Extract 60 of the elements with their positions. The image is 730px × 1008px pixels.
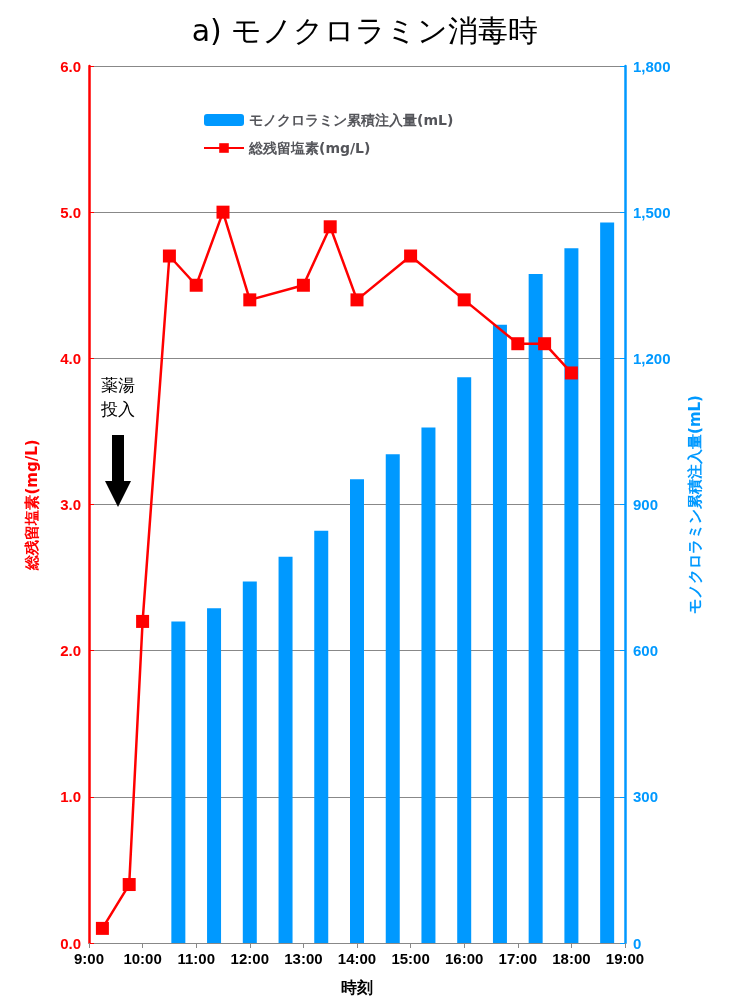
point [162,249,176,263]
x-tick-label: 13:00 [284,950,323,967]
y-tick-label: 0.0 [60,934,81,952]
bar [278,556,293,943]
point [243,293,257,307]
point [323,220,337,234]
y2-tick-label: 1,200 [633,349,671,367]
bar [564,248,579,943]
annotation: 薬湯投入 [100,373,137,421]
y2-tick-label: 0 [633,934,642,952]
point [189,278,203,292]
point [511,337,525,351]
y2-axis-title: モノクロラミン累積注入量(mL) [685,395,704,614]
y2-tick-label: 1,800 [633,57,671,75]
bar [350,479,364,943]
point [457,293,471,307]
point [564,366,578,380]
y-tick-label: 5.0 [60,203,81,221]
bar [242,581,257,943]
x-tick-label: 19:00 [605,950,645,967]
bar [314,530,329,943]
y-tick-label: 1.0 [60,788,81,806]
x-tick-label: 10:00 [123,950,162,967]
x-tick-label: 14:00 [337,950,377,967]
x-tick-label: 16:00 [445,950,484,967]
bar [457,377,472,943]
x-tick-label: 9:00 [73,950,105,967]
point [136,614,150,628]
y2-tick-label: 300 [633,788,659,806]
bar [207,608,222,943]
point [122,878,136,892]
y-tick-label: 6.0 [60,57,81,75]
legend-label: 総残留塩素(mg/L) [248,140,371,156]
point [95,921,109,935]
point [538,337,552,351]
chart-title: a) モノクロラミン消毒時 [191,12,539,48]
point [350,293,364,307]
y-tick-label: 2.0 [60,642,81,660]
y2-tick-label: 900 [633,496,659,513]
bar [421,427,436,943]
y-tick-label: 4.0 [60,349,81,367]
y2-tick-label: 600 [633,642,659,660]
bar [600,222,615,943]
point [296,278,310,292]
y2-tick-label: 1,500 [633,203,671,221]
x-tick-label: 11:00 [177,950,215,967]
x-tick-label: 12:00 [230,950,269,967]
bar [528,274,543,943]
x-axis-title: 時刻 [341,977,373,997]
bar [171,621,186,943]
y-axis-title: 総残留塩素(mg/L) [22,439,41,571]
bar [492,324,507,943]
x-tick-label: 18:00 [552,950,591,967]
point [404,249,418,263]
bar [385,454,400,943]
x-tick-label: 15:00 [391,950,430,967]
point [216,205,230,219]
x-tick-label: 17:00 [498,950,537,967]
y-tick-label: 3.0 [60,496,81,513]
legend-label: モノクロラミン累積注入量(mL) [249,112,454,128]
